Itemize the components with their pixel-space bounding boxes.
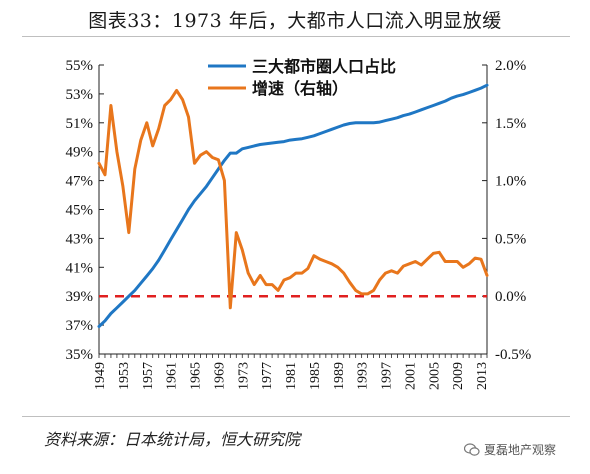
right-tick-label: 0.5% [495, 231, 526, 247]
x-tick-label: 1969 [212, 362, 227, 390]
x-tick-label: 2005 [427, 362, 442, 390]
x-tick-label: 1973 [236, 362, 251, 390]
x-tick-label: 1977 [260, 362, 275, 390]
x-tick-label: 2009 [451, 362, 466, 390]
series-line-population-share [97, 83, 489, 328]
title-rule [22, 36, 570, 37]
x-tick-label: 1953 [117, 362, 132, 390]
right-tick-label: 1.5% [495, 116, 526, 132]
wechat-icon [464, 442, 480, 456]
source-rule [22, 416, 570, 417]
x-tick-label: 1961 [165, 362, 180, 390]
left-tick-label: 49% [66, 145, 94, 161]
left-tick-label: 35% [66, 347, 94, 363]
x-tick-label: 2013 [475, 362, 490, 390]
source-note: 资料来源：日本统计局，恒大研究院 [44, 430, 301, 449]
watermark-text: 夏磊地产观察 [484, 443, 557, 457]
left-tick-label: 53% [66, 87, 94, 103]
legend-label-population-share: 三大都市圈人口占比 [252, 57, 396, 76]
left-tick-label: 37% [66, 318, 94, 334]
legend-label-growth-rate: 增速（右轴） [252, 79, 348, 98]
series-line-growth-rate [97, 88, 489, 310]
right-tick-label: -0.5% [495, 347, 531, 363]
x-tick-label: 1965 [189, 362, 204, 390]
left-tick-label: 41% [66, 260, 94, 276]
x-tick-label: 1993 [356, 362, 371, 390]
x-tick-label: 2001 [403, 362, 418, 390]
left-tick-label: 43% [66, 231, 94, 247]
x-tick-label: 1985 [308, 362, 323, 390]
left-tick-label: 39% [66, 289, 94, 305]
left-tick-label: 51% [66, 116, 94, 132]
x-tick-label: 1989 [332, 362, 347, 390]
x-tick-label: 1957 [141, 362, 156, 390]
right-tick-label: 2.0% [495, 58, 526, 74]
left-tick-label: 55% [66, 58, 94, 74]
x-tick-label: 1997 [380, 362, 395, 390]
right-tick-label: 0.0% [495, 289, 526, 305]
left-tick-label: 45% [66, 203, 94, 219]
right-tick-label: 1.0% [495, 174, 526, 190]
x-tick-label: 1949 [93, 362, 108, 390]
watermark: 夏磊地产观察 [464, 441, 556, 458]
left-tick-label: 47% [66, 174, 94, 190]
chart-title: 图表33：1973 年后，大都市人口流入明显放缓 [88, 10, 502, 32]
x-tick-label: 1981 [284, 362, 299, 390]
